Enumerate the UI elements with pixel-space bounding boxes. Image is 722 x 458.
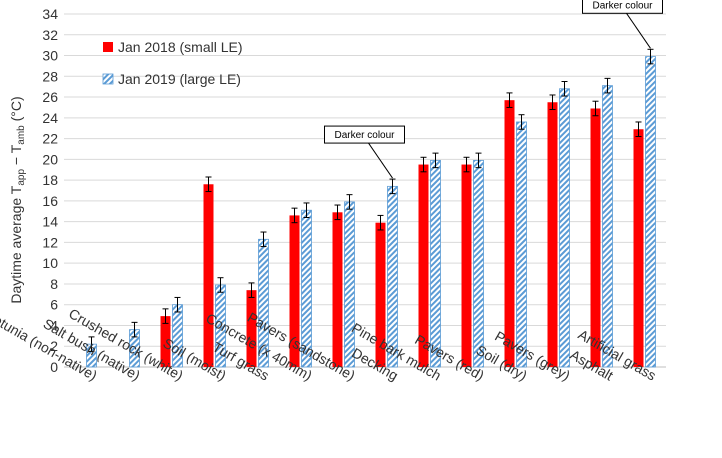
y-tick-label: 16 bbox=[42, 193, 58, 209]
bar-2019 bbox=[516, 121, 527, 368]
bar-2019 bbox=[559, 88, 570, 368]
bar-2019 bbox=[430, 159, 441, 368]
bar-2019 bbox=[344, 201, 355, 368]
y-tick-label: 10 bbox=[42, 255, 58, 271]
error-bar bbox=[162, 308, 169, 324]
bar-2018 bbox=[375, 222, 386, 367]
error-bar bbox=[377, 214, 384, 231]
bar-2018 bbox=[633, 129, 644, 367]
annotation-callout: Darker colour bbox=[582, 0, 663, 49]
bar-2018 bbox=[461, 164, 472, 367]
y-axis-title-unit: (°C) bbox=[8, 96, 24, 125]
bar-2018 bbox=[504, 100, 515, 368]
error-bar bbox=[549, 94, 556, 111]
bar-2019 bbox=[473, 159, 484, 368]
legend-swatch-2018 bbox=[103, 42, 113, 52]
annotation-text: Darker colour bbox=[592, 0, 653, 11]
error-bar bbox=[334, 204, 341, 221]
annotations: Darker colour Darker colour bbox=[324, 0, 663, 179]
bar-2018 bbox=[547, 102, 558, 367]
y-tick-label: 30 bbox=[42, 48, 58, 64]
error-bars bbox=[88, 48, 654, 352]
legend-swatch-2019 bbox=[102, 73, 114, 85]
error-bar bbox=[248, 282, 255, 298]
y-tick-label: 34 bbox=[42, 6, 58, 22]
y-tick-label: 12 bbox=[42, 234, 58, 250]
y-axis-title-main: Daytime average T bbox=[8, 185, 24, 303]
error-bar bbox=[635, 121, 642, 138]
bar-2019 bbox=[645, 56, 656, 368]
y-tick-label: 20 bbox=[42, 151, 58, 167]
annotation-leader bbox=[626, 13, 651, 49]
error-bar bbox=[463, 156, 470, 173]
error-bar bbox=[88, 336, 95, 352]
y-tick-label: 2 bbox=[50, 338, 58, 354]
y-tick-label: 28 bbox=[42, 68, 58, 84]
bar-2018 bbox=[590, 108, 601, 368]
error-bar bbox=[432, 152, 439, 169]
error-bar bbox=[518, 114, 525, 130]
error-bar bbox=[346, 194, 353, 210]
gridlines bbox=[64, 13, 666, 368]
error-bar bbox=[389, 178, 396, 195]
bars bbox=[86, 56, 656, 368]
y-tick-label: 22 bbox=[42, 131, 58, 147]
y-tick-label: 14 bbox=[42, 214, 58, 230]
error-bar bbox=[303, 202, 310, 218]
error-bar bbox=[291, 207, 298, 224]
error-bar bbox=[647, 48, 654, 65]
error-bar bbox=[205, 176, 212, 193]
bar-2018 bbox=[332, 212, 343, 367]
annotation-text: Darker colour bbox=[334, 130, 395, 141]
annotation-leader bbox=[368, 142, 393, 179]
bar-2018 bbox=[418, 164, 429, 367]
error-bar bbox=[217, 277, 224, 293]
y-tick-label: 32 bbox=[42, 27, 58, 43]
bar-2019 bbox=[602, 85, 613, 368]
error-bar bbox=[260, 231, 267, 248]
bar-2018 bbox=[160, 316, 171, 367]
y-tick-label: 18 bbox=[42, 172, 58, 188]
bar-2018 bbox=[246, 290, 257, 367]
error-bar bbox=[592, 100, 599, 117]
annotation-callout: Darker colour bbox=[324, 125, 405, 179]
bar-2018 bbox=[203, 184, 214, 367]
annotation-box bbox=[582, 0, 663, 14]
bar-2018 bbox=[289, 215, 300, 367]
error-bar bbox=[420, 156, 427, 173]
error-bar bbox=[506, 92, 513, 108]
legend-label-2018: Jan 2018 (small LE) bbox=[118, 39, 243, 55]
y-tick-label: 26 bbox=[42, 89, 58, 105]
y-tick-label: 24 bbox=[42, 110, 58, 126]
y-axis-title-sub2: amb bbox=[16, 125, 27, 145]
error-bar bbox=[561, 80, 568, 97]
error-bar bbox=[131, 321, 138, 338]
annotation-box bbox=[324, 125, 405, 144]
legend: Jan 2018 (small LE) Jan 2019 (large LE) bbox=[102, 39, 243, 87]
y-tick-label: 0 bbox=[50, 359, 58, 375]
y-axis-title: Daytime average Tapp − Tamb (°C) bbox=[8, 96, 27, 303]
error-bar bbox=[604, 77, 611, 94]
y-axis-title-sub1: app bbox=[16, 169, 27, 186]
legend-label-2019: Jan 2019 (large LE) bbox=[118, 71, 241, 87]
y-tick-label: 4 bbox=[50, 317, 58, 333]
y-tick-label: 6 bbox=[50, 297, 58, 313]
y-tick-label: 8 bbox=[50, 276, 58, 292]
y-axis-title-mid: − T bbox=[8, 144, 24, 169]
error-bar bbox=[174, 296, 181, 313]
error-bar bbox=[475, 152, 482, 169]
